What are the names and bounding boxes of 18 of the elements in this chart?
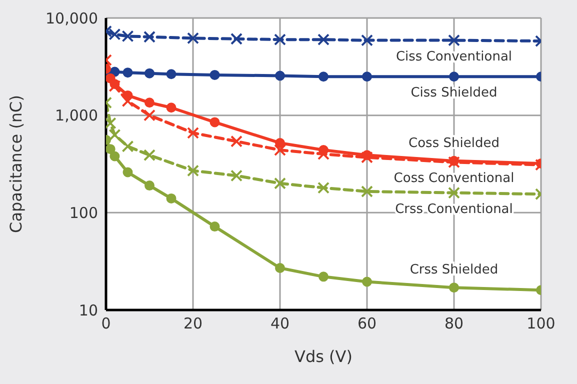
y-tick-label: 10 [78, 301, 98, 320]
x-axis-title: Vds (V) [294, 347, 352, 366]
y-tick-label: 10,000 [46, 9, 98, 28]
x-tick-label: 100 [526, 314, 556, 333]
x-tick-label: 0 [101, 314, 111, 333]
y-axis-title: Capacitance (nC) [6, 95, 26, 233]
series-label: Ciss Shielded [410, 86, 498, 101]
y-tick-label: 100 [69, 204, 98, 222]
x-tick-label: 60 [357, 314, 377, 333]
series-label: Coss Shielded [408, 136, 500, 151]
x-tick-label: 20 [183, 314, 203, 333]
series-label: Crss Shielded [410, 262, 498, 278]
series-label: Ciss Conventional [396, 49, 512, 64]
x-tick-label: 80 [444, 314, 464, 333]
x-tick-label: 40 [270, 314, 290, 333]
series-label: Crss Conventional [395, 202, 513, 217]
y-tick-label: 1,000 [55, 106, 98, 125]
series-label: Coss Conventional [394, 171, 514, 186]
